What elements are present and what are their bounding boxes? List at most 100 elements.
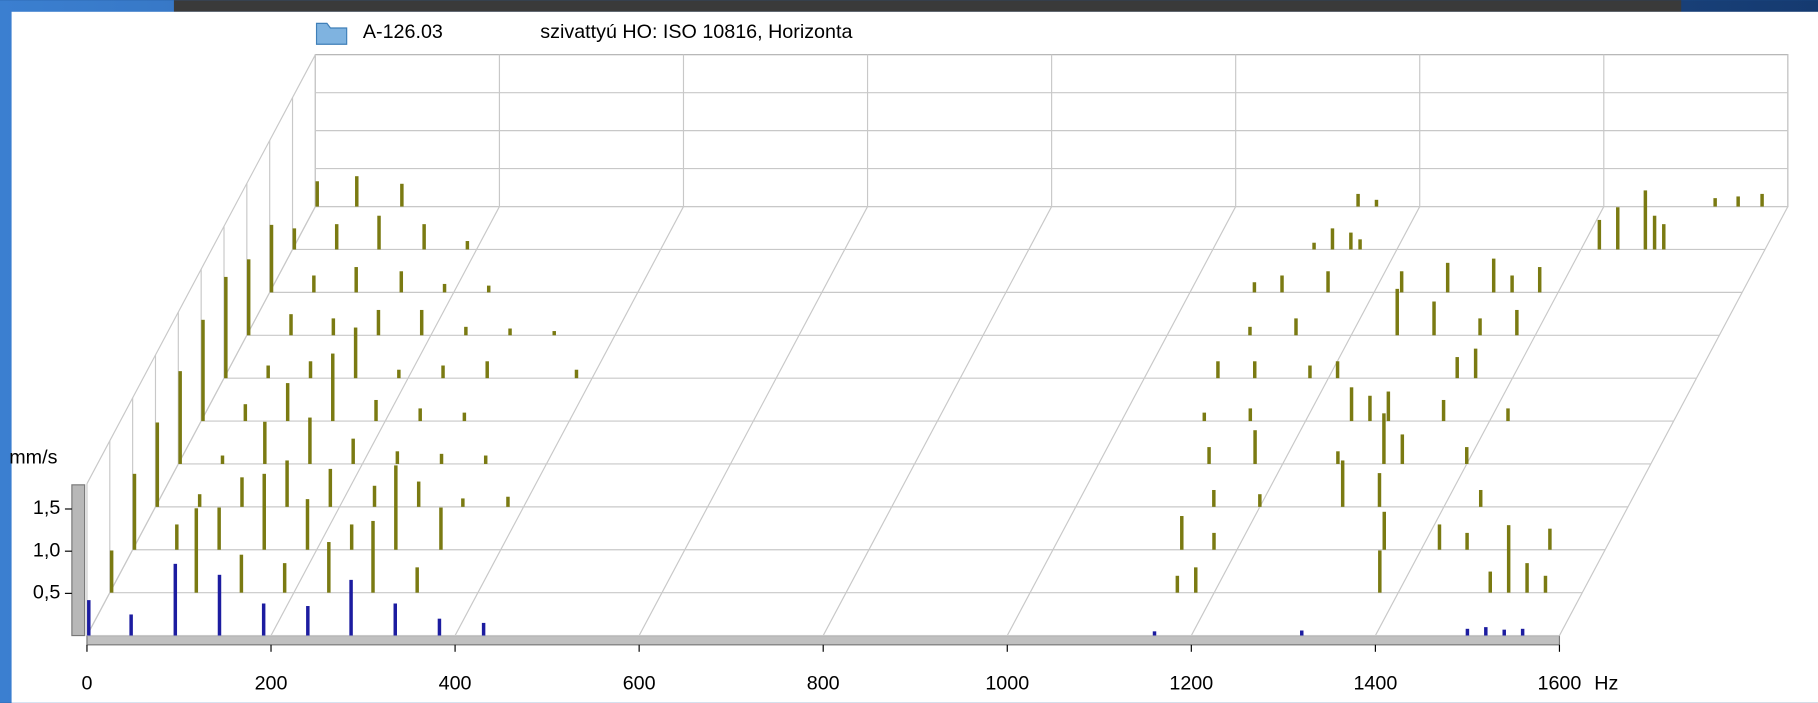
spectrum-peak [1330, 228, 1335, 250]
spectrum-peak [418, 408, 422, 422]
spectrum-peak [285, 383, 290, 422]
spectrum-peak [1216, 361, 1220, 379]
spectrum-peak [1248, 326, 1252, 336]
spectrum-peak [372, 485, 377, 507]
spectrum-peak [1212, 489, 1216, 507]
spectrum-peak [1455, 357, 1459, 379]
spectrum-peak [1515, 309, 1519, 336]
spectrum-peak [1378, 550, 1382, 593]
spectrum-peak [266, 365, 270, 379]
spectrum-peak [397, 369, 401, 379]
spectrum-peak [240, 477, 244, 507]
spectrum-peak [1713, 198, 1717, 207]
spectrum-peak [1358, 239, 1362, 250]
spectrum-peak [1212, 532, 1216, 550]
spectrum-peak [306, 606, 310, 636]
x-axis-bar [86, 634, 1561, 646]
spectrum-peak [155, 422, 160, 507]
x-tick-label: 600 [623, 672, 656, 694]
x-unit: Hz [1594, 672, 1618, 694]
top-strip [173, 0, 1682, 12]
spectrum-peak [353, 327, 358, 379]
spectrum-peak [1382, 511, 1386, 550]
spectrum-peak [262, 473, 266, 550]
y-tick-label: 1,5 [33, 497, 60, 519]
spectrum-peak [552, 331, 556, 336]
spectrum-peak [285, 460, 289, 507]
spectrum-peak [1368, 395, 1372, 422]
spectrum-peak [1207, 447, 1211, 464]
spectrum-peak [1510, 275, 1514, 293]
spectrum-peak [1395, 288, 1399, 336]
spectrum-peak [201, 319, 205, 422]
spectrum-peak [1506, 525, 1511, 593]
spectrum-peak [220, 455, 225, 464]
spectrum-peak [1465, 447, 1469, 464]
x-tick-label: 200 [255, 672, 288, 694]
spectrum-peak [217, 507, 221, 550]
spectrum-peak [1312, 242, 1316, 250]
spectrum-peak [1308, 365, 1312, 379]
spectrum-peak [1400, 434, 1405, 464]
spectrum-peak [1465, 628, 1470, 636]
x-tick-label: 1400 [1353, 672, 1397, 694]
spectrum-peak [1326, 271, 1330, 293]
spectrum-peak [354, 267, 358, 293]
spectrum-peak [506, 496, 510, 507]
spectrum-peak [1432, 301, 1436, 336]
x-tick-label: 400 [439, 672, 472, 694]
spectrum-peak [315, 181, 319, 207]
spectrum-peak [197, 494, 202, 507]
spectrum-peak [327, 542, 331, 593]
plot: 0 200 400 600 800 1000 1200 1400 1600 0,5 1,0 1,5 [33, 54, 1789, 694]
spectrum-peak [175, 524, 179, 550]
spectrum-peak [1506, 408, 1510, 422]
spectrum-peak [1525, 563, 1529, 593]
spectrum-peak [439, 453, 444, 464]
x-tick-label: 1000 [985, 672, 1029, 694]
spectrum-peak [1253, 430, 1257, 464]
spectrum-peak [393, 603, 397, 636]
spectrum-peak [331, 318, 336, 336]
spectrum-peak [132, 473, 137, 550]
spectrum-peak [394, 465, 398, 550]
spectrum-peak [331, 353, 335, 422]
spectrum-peak [442, 283, 447, 293]
spectrum-peak [461, 498, 465, 507]
spectrum-peak [1386, 391, 1391, 422]
spectrum-peak [246, 259, 251, 336]
spectrum-peak [1445, 262, 1450, 293]
y-unit: mm/s [9, 446, 57, 468]
spectrum-peak [1473, 348, 1478, 379]
spectrum-peak [1336, 451, 1340, 464]
spectrum-peak [371, 520, 375, 593]
spectrum-peak [349, 579, 353, 636]
spectrum-peak [1502, 629, 1506, 636]
spectrum-peak [400, 183, 404, 207]
spectrum-peak [269, 224, 274, 293]
spectrum-peak [243, 404, 248, 422]
spectrum-peak [1543, 575, 1548, 593]
spectrum-peak [1437, 524, 1442, 550]
spectrum-peak [1548, 528, 1552, 550]
spectrum-peak [1441, 399, 1446, 422]
spectrum-peak [419, 309, 424, 336]
spectrum-peak [481, 622, 486, 636]
spectrum-peak [508, 328, 512, 336]
spectrum-peak [437, 618, 442, 636]
spectrum-peak [1382, 413, 1386, 464]
spectrum-peak [1643, 190, 1648, 250]
spectrum-peak [574, 369, 579, 379]
spectrum-peak [305, 499, 310, 550]
spectrum-peak [292, 228, 297, 250]
spectrum-peak [1180, 516, 1184, 550]
spectrum-peak [1349, 387, 1354, 422]
spectrum-peak [349, 524, 354, 550]
spectrum-peak [334, 224, 339, 250]
spectrum-peak [1520, 628, 1525, 636]
x-tick-label: 1600 [1538, 672, 1582, 694]
spectrum-peak [1258, 494, 1262, 507]
spectrum-peak [239, 554, 244, 593]
spectrum-peak [289, 314, 293, 336]
